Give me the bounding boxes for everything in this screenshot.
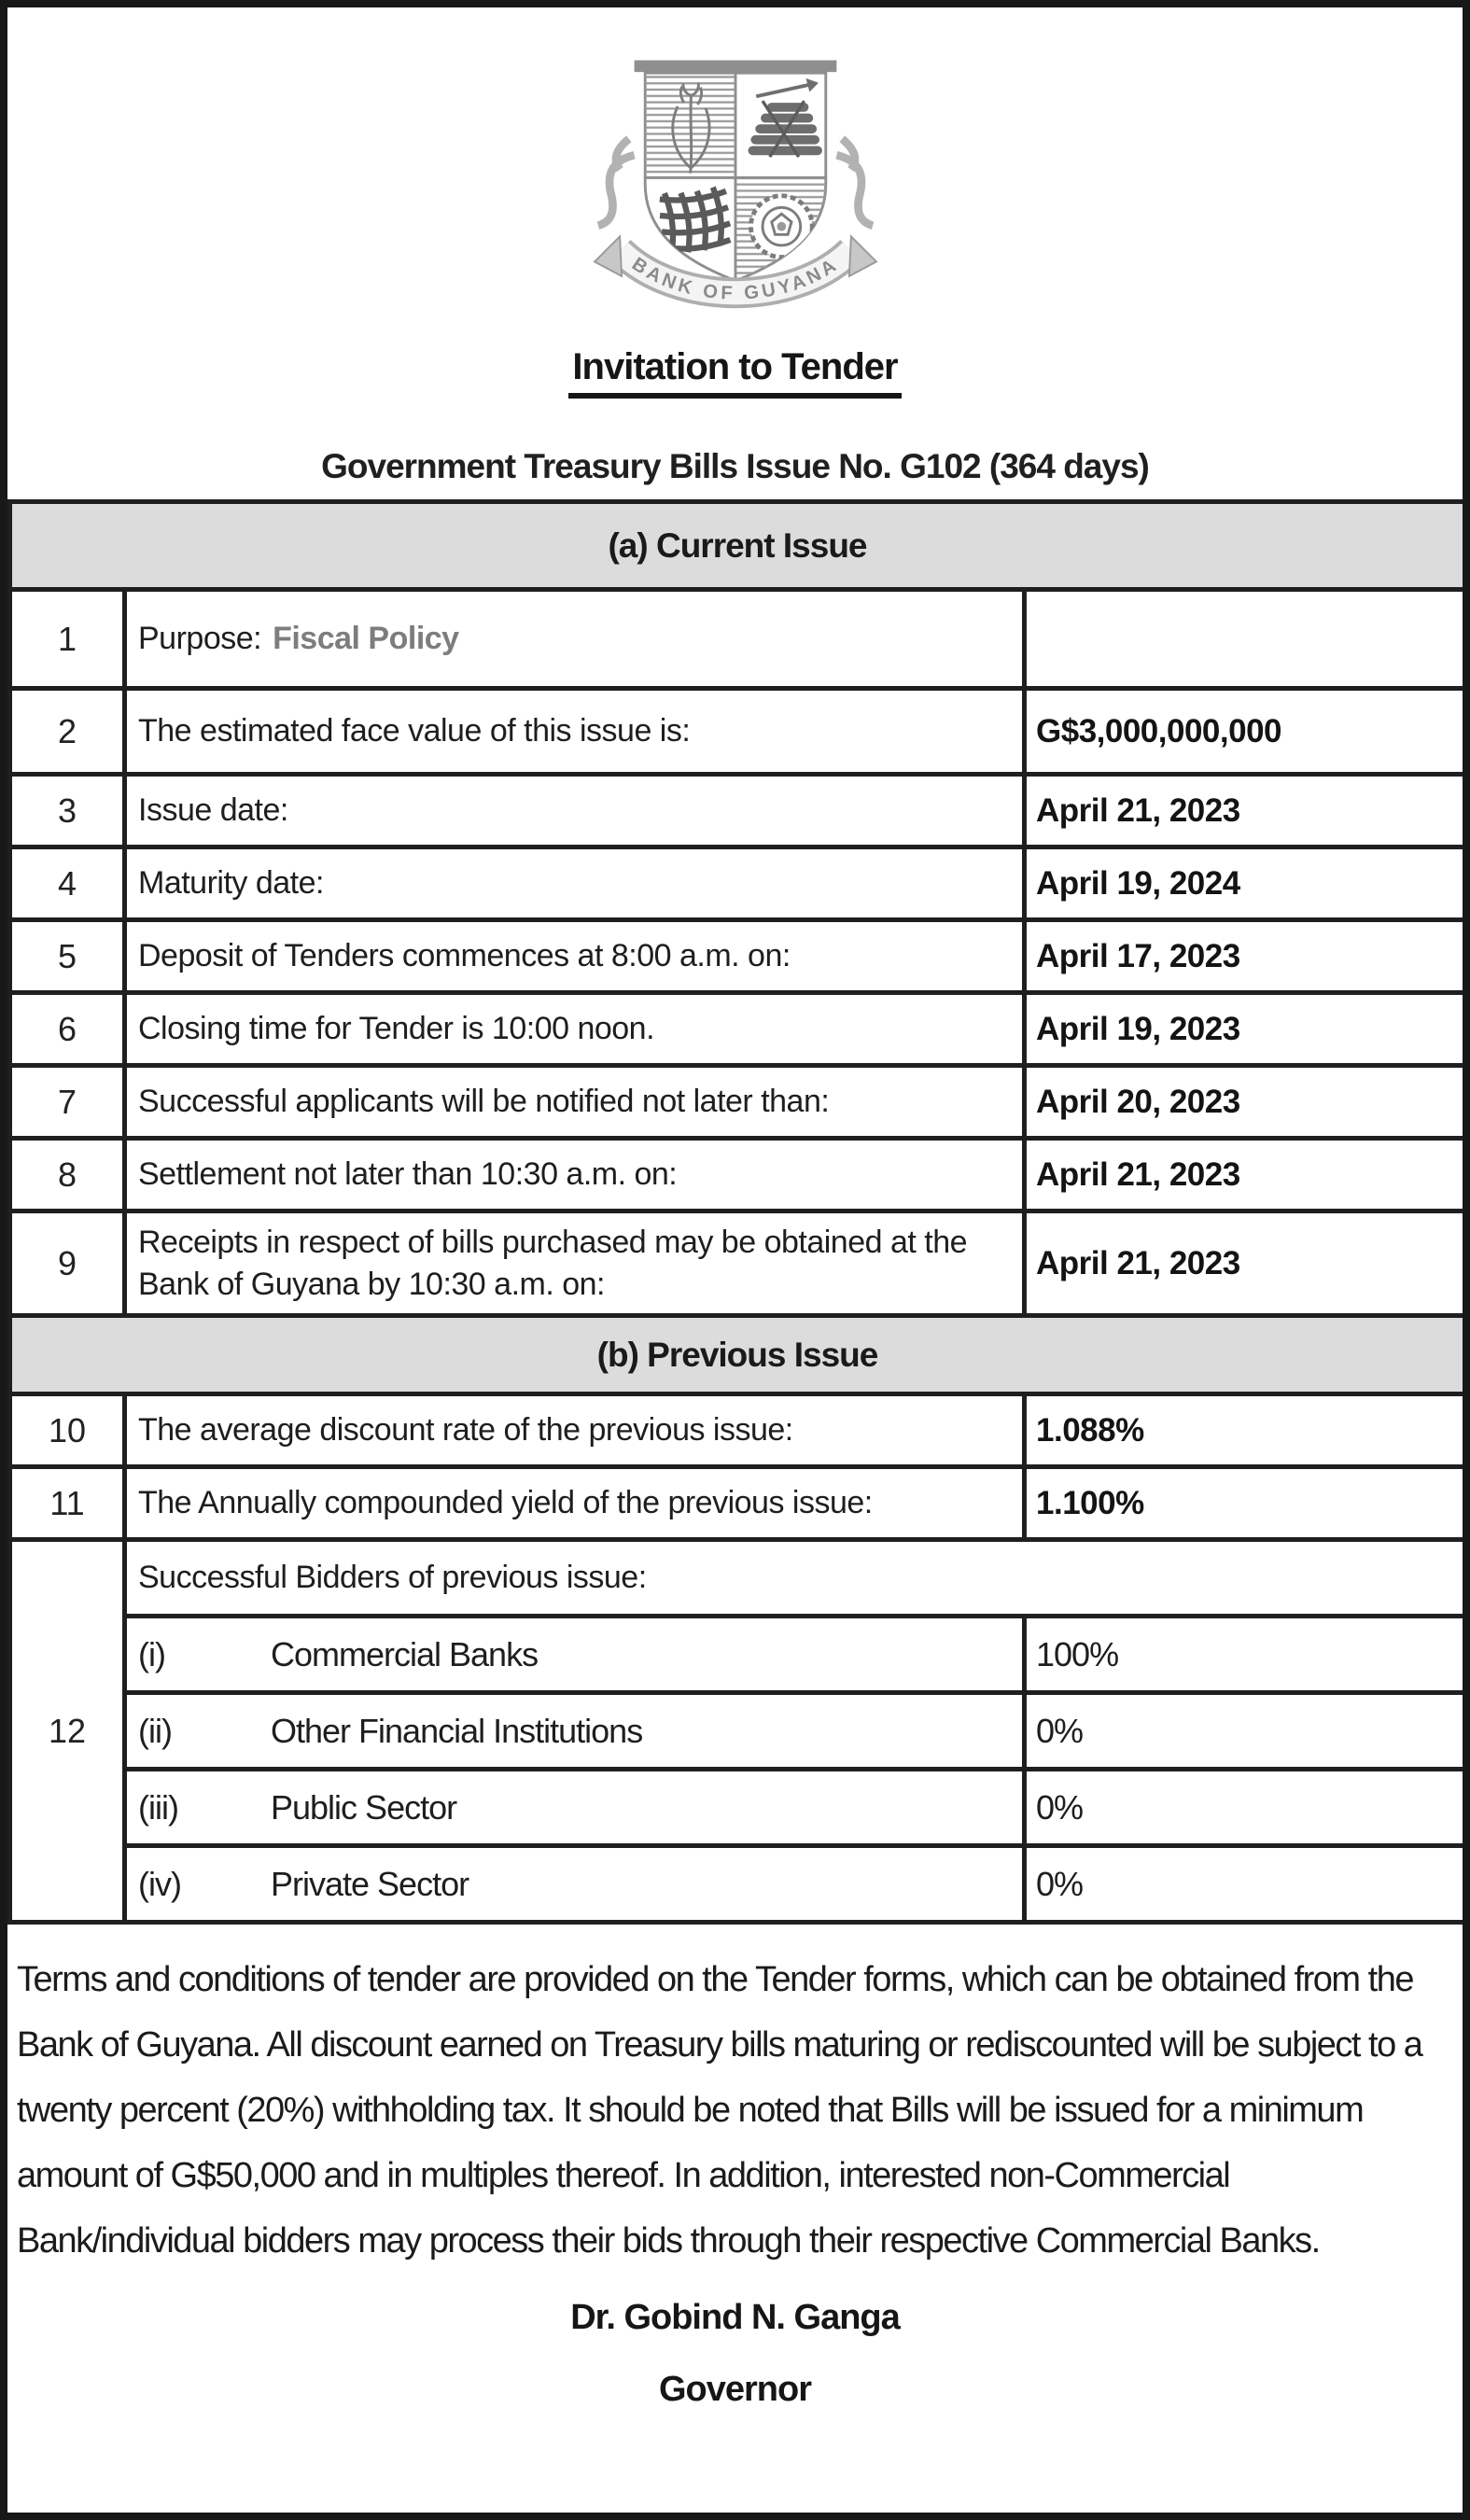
row-number: 5	[7, 917, 127, 995]
table-row: (iv) Private Sector 0%	[10, 1843, 1463, 1925]
row-label: Closing time for Tender is 10:00 noon.	[122, 990, 1027, 1068]
row-value: April 19, 2023	[1022, 990, 1463, 1068]
section-a-header: (a) Current Issue	[7, 499, 1463, 592]
bidder-label: (iii) Public Sector	[122, 1767, 1027, 1848]
left-scroll-ornament	[595, 135, 636, 230]
table-row: 10 The average discount rate of the prev…	[7, 1392, 1463, 1469]
row-value: 1.100%	[1022, 1464, 1463, 1542]
row-label: The Annually compounded yield of the pre…	[122, 1464, 1027, 1542]
invitation-title-row: Invitation to Tender	[7, 346, 1463, 399]
row-value: April 20, 2023	[1022, 1063, 1463, 1141]
bidder-name: Other Financial Institutions	[271, 1711, 643, 1750]
row-number: 12	[7, 1537, 127, 1925]
row-label: Settlement not later than 10:30 a.m. on:	[122, 1136, 1027, 1213]
shield-quadrants	[644, 73, 826, 281]
bidder-label: (i) Commercial Banks	[122, 1614, 1027, 1695]
row-number: 3	[7, 772, 127, 849]
bidder-name: Private Sector	[271, 1864, 469, 1903]
row-number: 6	[7, 990, 127, 1068]
row-value: April 21, 2023	[1022, 772, 1463, 849]
table-row: 9 Receipts in respect of bills purchased…	[7, 1209, 1463, 1318]
row-value: April 21, 2023	[1022, 1136, 1463, 1213]
row-label: Successful applicants will be notified n…	[122, 1063, 1027, 1141]
row-number: 2	[7, 686, 127, 777]
row-label: The estimated face value of this issue i…	[122, 686, 1027, 777]
table-row: 1 Purpose: Fiscal Policy	[7, 587, 1463, 691]
gear-emblem	[748, 193, 815, 259]
bidder-label: (iv) Private Sector	[122, 1843, 1027, 1925]
purpose-value: Fiscal Policy	[273, 621, 459, 657]
table-row: 12 Successful Bidders of previous issue:	[7, 1537, 1463, 1925]
row-number: 4	[7, 845, 127, 922]
row-value: 1.088%	[1022, 1392, 1463, 1469]
table-row: 11 The Annually compounded yield of the …	[7, 1464, 1463, 1542]
row-label: Issue date:	[122, 772, 1027, 849]
bidder-roman: (i)	[138, 1634, 166, 1673]
table-row: 5 Deposit of Tenders commences at 8:00 a…	[7, 917, 1463, 995]
bidder-roman: (iv)	[138, 1864, 182, 1903]
bidder-value: 0%	[1022, 1690, 1463, 1771]
bidder-roman: (ii)	[138, 1711, 173, 1750]
row-number: 7	[7, 1063, 127, 1141]
table-row: (ii) Other Financial Institutions 0%	[10, 1690, 1463, 1771]
table-row: (iii) Public Sector 0%	[10, 1767, 1463, 1848]
table-row: 6 Closing time for Tender is 10:00 noon.…	[7, 990, 1463, 1068]
row-value: April 17, 2023	[1022, 917, 1463, 995]
table-row: 3 Issue date: April 21, 2023	[7, 772, 1463, 849]
row-value: G$3,000,000,000	[1022, 686, 1463, 777]
table-row: (i) Commercial Banks 100%	[10, 1614, 1463, 1695]
row-number: 1	[7, 587, 127, 691]
bidders-header: Successful Bidders of previous issue:	[122, 1537, 1463, 1618]
row-number: 10	[7, 1392, 127, 1469]
bidder-label: (ii) Other Financial Institutions	[122, 1690, 1027, 1771]
bidder-value: 100%	[1022, 1614, 1463, 1695]
row-label: Maturity date:	[122, 845, 1027, 922]
row-label: Deposit of Tenders commences at 8:00 a.m…	[122, 917, 1027, 995]
crest-container: BANK OF GUYANA	[7, 49, 1463, 333]
row-value	[1022, 587, 1463, 691]
row-label: Purpose: Fiscal Policy	[122, 587, 1027, 691]
log-pile-emblem	[748, 77, 822, 159]
table-row: 7 Successful applicants will be notified…	[7, 1063, 1463, 1141]
section-b-header: (b) Previous Issue	[7, 1313, 1463, 1396]
bidder-roman: (iii)	[138, 1787, 179, 1827]
shield-cap	[634, 60, 836, 73]
purpose-label: Purpose:	[138, 621, 262, 657]
row-value: April 19, 2024	[1022, 845, 1463, 922]
row-label: The average discount rate of the previou…	[122, 1392, 1027, 1469]
bidder-value: 0%	[1022, 1843, 1463, 1925]
terms-paragraph: Terms and conditions of tender are provi…	[17, 1960, 1423, 2261]
right-scroll-ornament	[834, 135, 875, 230]
row-number: 11	[7, 1464, 127, 1542]
signature-name: Dr. Gobind N. Ganga	[570, 2298, 901, 2337]
table-row: 8 Settlement not later than 10:30 a.m. o…	[7, 1136, 1463, 1213]
invitation-title: Invitation to Tender	[568, 346, 902, 399]
bidder-value: 0%	[1022, 1767, 1463, 1848]
row-value: April 21, 2023	[1022, 1209, 1463, 1318]
table-row: 4 Maturity date: April 19, 2024	[7, 845, 1463, 922]
issue-table: (a) Current Issue 1 Purpose: Fiscal Polic…	[7, 499, 1463, 1925]
row-label: Receipts in respect of bills purchased m…	[122, 1209, 1027, 1318]
bidder-name: Commercial Banks	[271, 1634, 539, 1673]
rice-plant-emblem	[670, 82, 710, 174]
document-title: Government Treasury Bills Issue No. G102…	[321, 447, 1150, 485]
bidder-name: Public Sector	[271, 1787, 457, 1827]
table-row: 2 The estimated face value of this issue…	[7, 686, 1463, 777]
row-number: 9	[7, 1209, 127, 1318]
signature-role: Governor	[658, 2370, 812, 2409]
bank-of-guyana-crest-icon: BANK OF GUYANA	[592, 60, 878, 309]
row-number: 8	[7, 1136, 127, 1213]
